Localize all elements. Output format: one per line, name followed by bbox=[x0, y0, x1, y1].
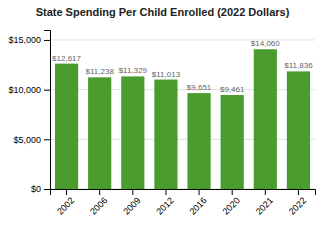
x-tick-mark bbox=[232, 189, 233, 195]
y-tick-mark bbox=[44, 40, 50, 41]
bar bbox=[121, 76, 144, 189]
y-tick: $10,000 bbox=[8, 85, 50, 95]
data-label: $9,461 bbox=[220, 85, 245, 94]
data-label: $11,238 bbox=[86, 67, 115, 76]
chart-svg: $0$5,000$10,000$15,000200220062009201220… bbox=[0, 0, 325, 229]
bar bbox=[221, 95, 244, 189]
data-label: $11,329 bbox=[119, 66, 148, 75]
grid bbox=[50, 40, 315, 189]
bar bbox=[55, 64, 78, 189]
x-tick: 2022 bbox=[287, 189, 308, 217]
y-tick-label: $5,000 bbox=[13, 135, 41, 145]
data-label: $14,060 bbox=[251, 39, 280, 48]
x-tick-mark bbox=[165, 189, 166, 195]
x-tick-label: 2006 bbox=[88, 195, 109, 216]
x-tick-label: 2016 bbox=[188, 195, 209, 216]
y-tick: $0 bbox=[31, 184, 50, 194]
chart-title: State Spending Per Child Enrolled (2022 … bbox=[36, 6, 290, 18]
x-tick-mark bbox=[99, 189, 100, 195]
y-tick: $15,000 bbox=[8, 35, 50, 45]
y-axis-line bbox=[44, 31, 51, 190]
y-tick-mark bbox=[44, 90, 50, 91]
x-tick-mark bbox=[265, 189, 266, 195]
chart-container: $0$5,000$10,000$15,000200220062009201220… bbox=[0, 0, 325, 229]
x-tick: 2012 bbox=[154, 189, 175, 217]
x-tick: 2021 bbox=[254, 189, 275, 217]
bar bbox=[187, 93, 210, 189]
x-tick-mark bbox=[199, 189, 200, 195]
x-tick-label: 2022 bbox=[287, 195, 308, 216]
y-tick-mark bbox=[44, 139, 50, 140]
x-tick-label: 2002 bbox=[55, 195, 76, 216]
y-tick-label: $10,000 bbox=[8, 85, 41, 95]
y-tick-label: $15,000 bbox=[8, 35, 41, 45]
data-label: $11,836 bbox=[284, 61, 313, 70]
data-label: $12,617 bbox=[52, 54, 81, 63]
bars bbox=[55, 49, 310, 189]
x-tick-mark bbox=[66, 189, 67, 195]
plot-area: $0$5,000$10,000$15,000200220062009201220… bbox=[8, 31, 315, 217]
x-tick-label: 2012 bbox=[154, 195, 175, 216]
x-tick: 2002 bbox=[55, 189, 76, 217]
data-label: $9,651 bbox=[187, 83, 212, 92]
x-tick: 2016 bbox=[188, 189, 209, 217]
y-tick-mark bbox=[44, 189, 50, 190]
y-axis: $0 $5,000 $10,000 $15,000 bbox=[8, 31, 50, 195]
x-axis-line bbox=[51, 190, 316, 196]
x-tick-label: 2009 bbox=[121, 195, 142, 216]
x-axis: 2002 2006 2009 2012 2016 2020 2021 2022 bbox=[51, 189, 316, 217]
data-label: $11,013 bbox=[152, 70, 181, 79]
bar bbox=[88, 77, 111, 189]
bar bbox=[287, 71, 310, 189]
data-labels: $12,617 $11,238 $11,329 $11,013 $9,651 $9,461… bbox=[52, 39, 313, 94]
y-tick: $5,000 bbox=[13, 135, 50, 145]
x-tick-mark bbox=[298, 189, 299, 195]
x-tick: 2006 bbox=[88, 189, 109, 217]
x-tick-label: 2021 bbox=[254, 195, 275, 216]
x-tick-mark bbox=[132, 189, 133, 195]
y-tick-label: $0 bbox=[31, 184, 41, 194]
bar bbox=[254, 49, 277, 189]
x-tick-label: 2020 bbox=[221, 195, 242, 216]
x-tick: 2009 bbox=[121, 189, 142, 217]
bar bbox=[154, 80, 177, 189]
x-tick: 2020 bbox=[221, 189, 242, 217]
